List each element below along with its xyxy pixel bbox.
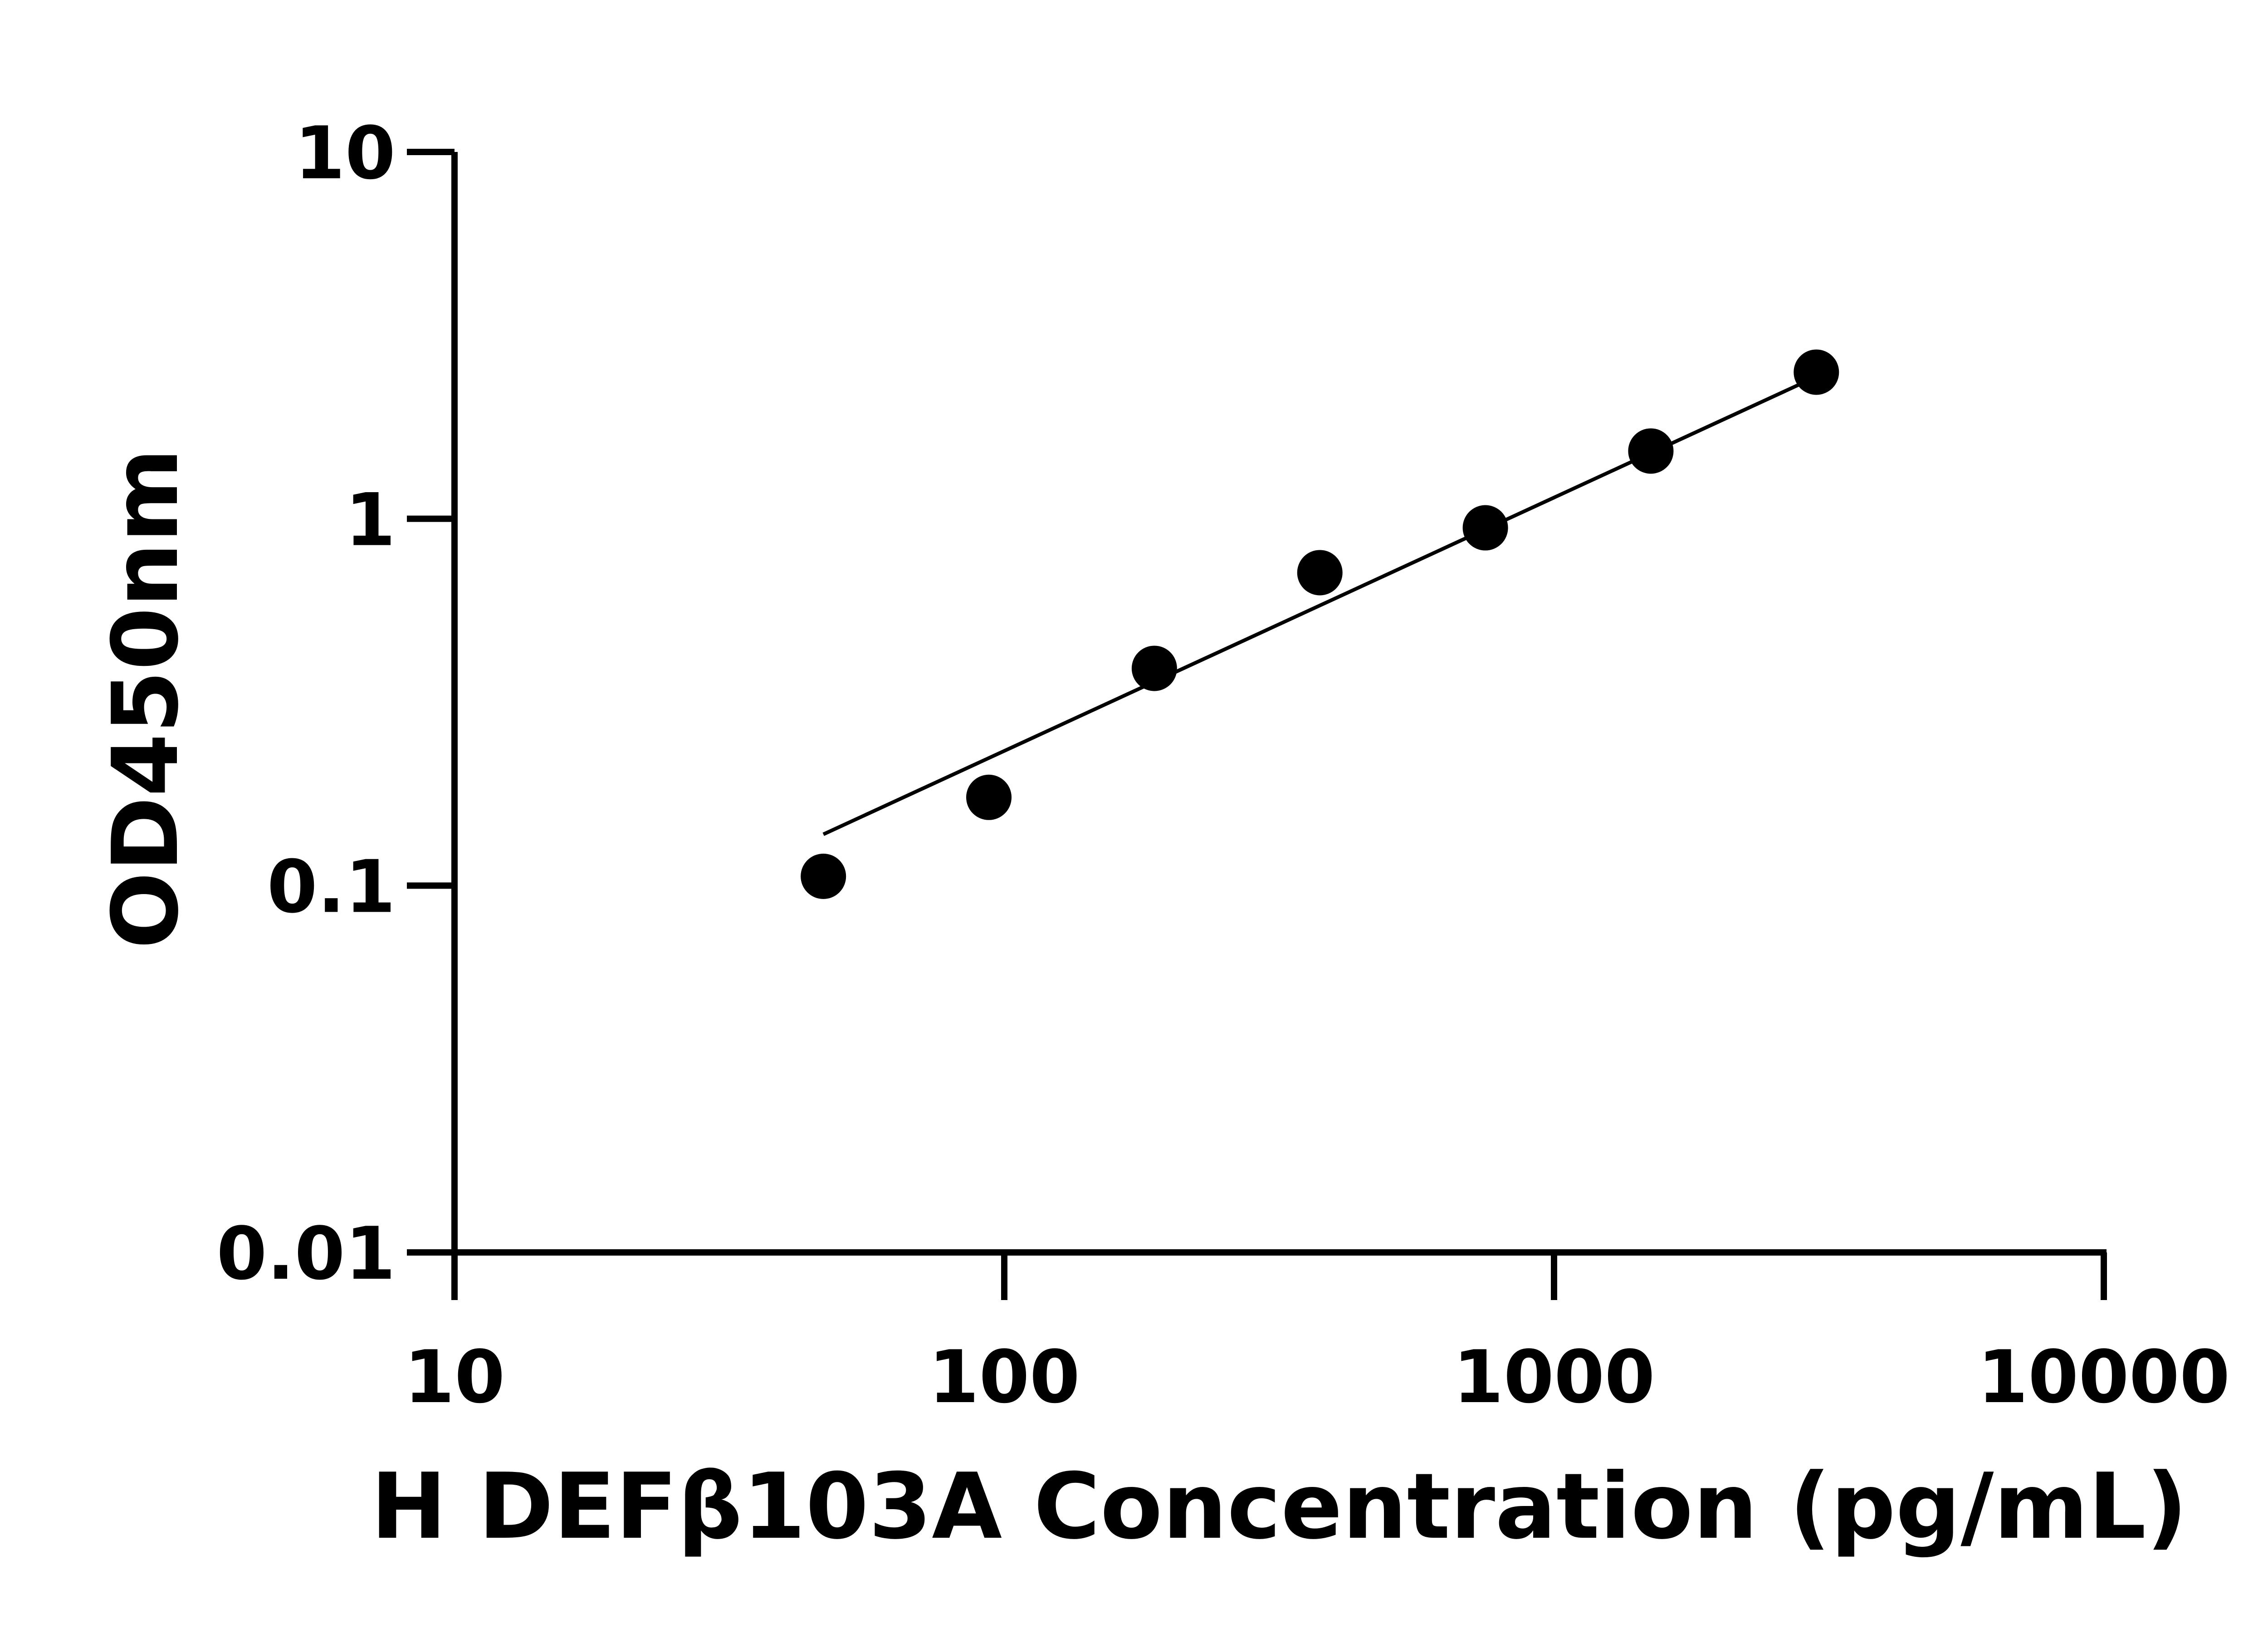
axes — [451, 152, 2107, 1256]
x-tick-label: 10000 — [1978, 1335, 2230, 1419]
data-point — [1628, 428, 1674, 474]
y-axis-ticks: 0.01 0.1 1 10 — [216, 111, 455, 1296]
y-tick-label: 10 — [294, 111, 396, 196]
data-points — [801, 349, 1839, 899]
data-point — [1131, 645, 1177, 691]
x-axis-ticks: 10 100 1000 10000 — [404, 1252, 2230, 1419]
data-point — [1462, 505, 1508, 551]
data-point — [966, 774, 1012, 820]
x-tick-label: 100 — [929, 1335, 1080, 1419]
data-point — [1297, 550, 1343, 596]
data-point — [801, 853, 846, 899]
y-tick-label: 1 — [345, 478, 396, 562]
data-point — [1794, 349, 1839, 395]
y-tick-label: 0.01 — [216, 1211, 396, 1296]
x-tick-label: 1000 — [1453, 1335, 1655, 1419]
x-tick-label: 10 — [404, 1335, 505, 1419]
y-axis-label: OD450nm — [93, 448, 199, 949]
y-tick-label: 0.1 — [267, 844, 396, 929]
x-axis-label: H DEFβ103A Concentration (pg/mL) — [371, 1454, 2187, 1560]
